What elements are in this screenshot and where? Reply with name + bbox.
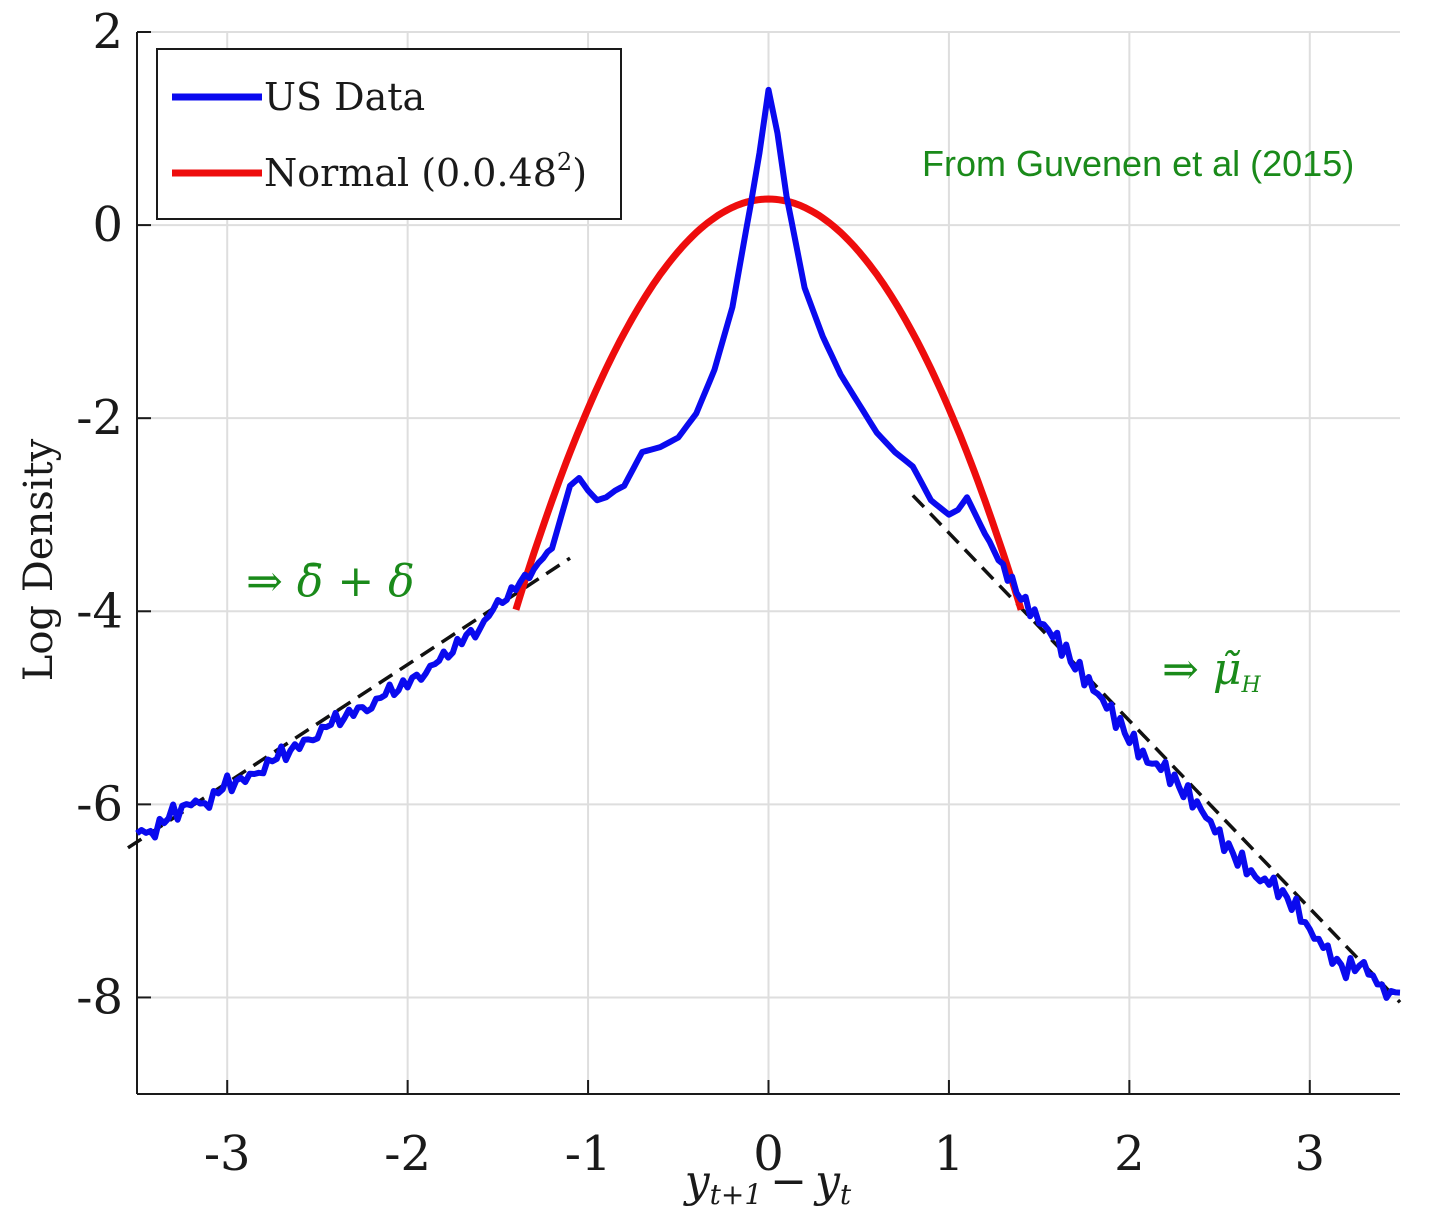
x-tick-label-2: -1 xyxy=(565,1126,612,1182)
x-tick-label-1: -2 xyxy=(384,1126,431,1182)
x-tick-label-5: 2 xyxy=(1114,1126,1145,1182)
legend-normal-suffix: ) xyxy=(572,151,587,195)
y-tick-label-4: -6 xyxy=(76,776,123,832)
legend-box xyxy=(156,48,622,220)
y-axis-title: Log Density xyxy=(16,438,62,681)
legend-normal-superscript: 2 xyxy=(557,148,572,176)
x-title-sub1: t+1 xyxy=(710,1178,763,1211)
series-lines xyxy=(135,86,1401,1001)
left-tail-annotation: ⇒ δ̄ + δ xyxy=(246,556,415,607)
y-tick-label-1: 0 xyxy=(92,197,123,253)
x-title-y1: y xyxy=(683,1156,711,1207)
y-tick-label-3: -4 xyxy=(76,583,123,639)
x-tick-label-6: 3 xyxy=(1295,1126,1326,1182)
x-tick-label-3: 0 xyxy=(753,1126,784,1182)
right-tail-text: ⇒ μ̃ xyxy=(1162,644,1241,695)
series-line-normal xyxy=(512,195,1025,611)
legend-label-us-data: US Data xyxy=(264,75,425,119)
y-axis-ticks: 2 0 -2 -4 -6 -8 xyxy=(76,4,151,1025)
y-tick-label-2: -2 xyxy=(76,390,123,446)
x-title-sub2: t xyxy=(840,1178,852,1211)
x-tick-label-0: -3 xyxy=(204,1126,251,1182)
y-tick-label-0: 2 xyxy=(92,4,123,60)
legend: US Data Normal (0.0.482) xyxy=(156,48,622,220)
legend-normal-text: Normal (0.0.48 xyxy=(264,151,557,195)
x-tick-label-4: 1 xyxy=(934,1126,965,1182)
right-tail-subscript: H xyxy=(1240,673,1261,698)
svg-text:yt+1−yt: yt+1− yt xyxy=(683,1156,852,1211)
fit-line-1 xyxy=(911,494,1402,1004)
x-axis-ticks: -3 -2 -1 0 1 2 3 xyxy=(204,1080,1325,1182)
legend-label-normal: Normal (0.0.482) xyxy=(264,148,587,195)
y-tick-label-5: -8 xyxy=(76,969,123,1025)
x-title-y2: y xyxy=(813,1156,841,1207)
right-tail-annotation: ⇒ μ̃H xyxy=(1162,644,1261,698)
x-title-minus: − xyxy=(770,1156,807,1207)
source-annotation: From Guvenen et al (2015) xyxy=(922,143,1354,184)
x-axis-title: yt+1− yt xyxy=(683,1156,852,1211)
